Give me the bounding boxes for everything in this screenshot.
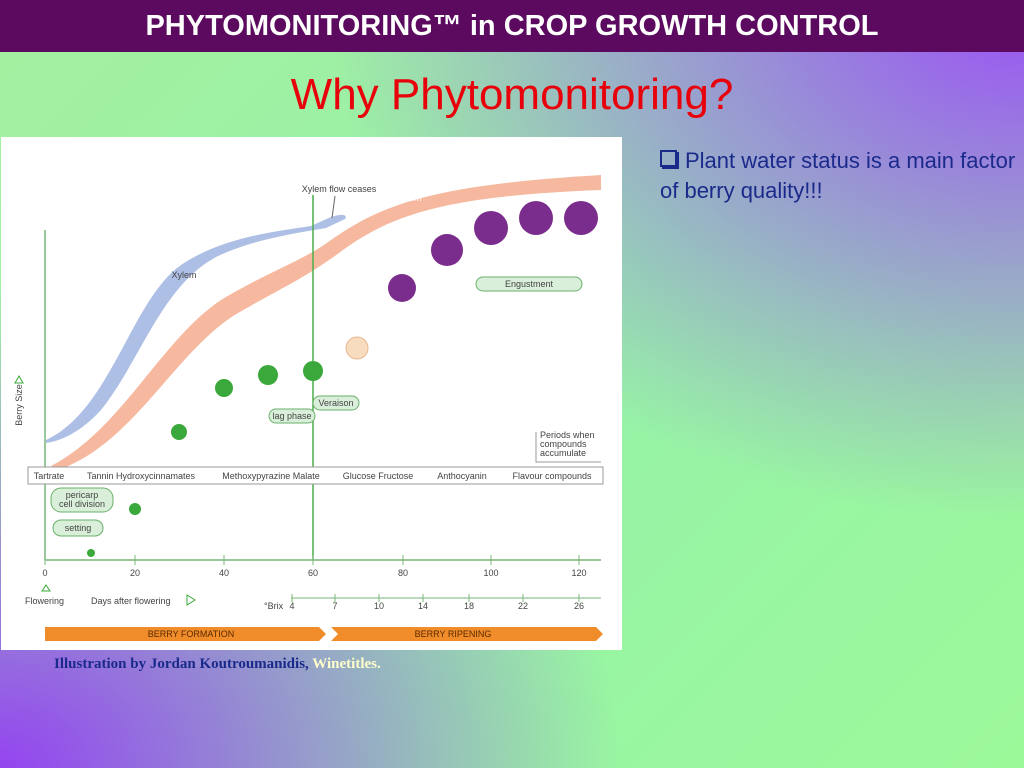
phase-label: BERRY FORMATION	[148, 629, 235, 639]
purple-berries	[388, 201, 598, 302]
phase-arrow	[331, 627, 603, 641]
bullet: Plant water status is a main factor of b…	[660, 146, 1020, 206]
label: Veraison	[318, 398, 353, 408]
compound: Methoxypyrazine Malate	[222, 471, 320, 481]
phloem-band	[51, 175, 601, 469]
tick-label: 60	[308, 568, 318, 578]
brix-value: 4	[289, 601, 294, 611]
caption: Illustration by Jordan Koutroumanidis, W…	[54, 656, 381, 673]
tick-label: 80	[398, 568, 408, 578]
tick-label: 100	[483, 568, 498, 578]
brix-value: 26	[574, 601, 584, 611]
label: pericarp	[66, 490, 99, 500]
compound: Flavour compounds	[512, 471, 592, 481]
pointer	[331, 195, 336, 219]
compound: Glucose Fructose	[343, 471, 414, 481]
brix-value: 22	[518, 601, 528, 611]
bullet-box	[660, 150, 677, 167]
label: lag phase	[272, 411, 311, 421]
brix-value: 7	[332, 601, 337, 611]
tick-label: 120	[571, 568, 586, 578]
header-title: PHYTOMONITORING™ in CROP GROWTH CONTROL	[0, 0, 1024, 52]
bullet-text: Plant water status is a main factor of b…	[660, 148, 1016, 203]
label: cell division	[59, 499, 105, 509]
label: Periods when	[540, 430, 595, 440]
brix-value: 14	[418, 601, 428, 611]
caption-source: Winetitles.	[312, 656, 381, 672]
bracket	[535, 432, 601, 463]
green-berries	[87, 361, 323, 557]
label: accumulate	[540, 448, 586, 458]
compound: Tartrate	[34, 471, 65, 481]
phase-label: BERRY RIPENING	[415, 629, 492, 639]
slide-title: Why Phytomonitoring?	[290, 70, 734, 119]
x-axis-label: Days after flowering	[91, 596, 171, 606]
label: Xylem flow ceases	[302, 184, 377, 194]
tick-label: 0	[42, 568, 47, 578]
flowering-label: Flowering	[25, 596, 64, 606]
brix-value: 18	[464, 601, 474, 611]
label: Engustment	[505, 279, 554, 289]
compound: Tannin Hydroxycinnamates	[87, 471, 196, 481]
label: Phloem	[391, 193, 422, 203]
brix-label: °Brix	[264, 601, 284, 611]
brix-value: 10	[374, 601, 384, 611]
veraison-berry	[345, 336, 369, 360]
tick-label: 20	[130, 568, 140, 578]
label: compounds	[540, 439, 587, 449]
triangle	[41, 584, 51, 592]
label: Xylem	[171, 270, 196, 280]
pills	[50, 276, 583, 537]
y-axis-label: Berry Size	[14, 384, 24, 426]
label: setting	[65, 523, 92, 533]
caption-author: Illustration by Jordan Koutroumanidis,	[54, 656, 309, 672]
xylem-band	[46, 214, 346, 443]
phase-arrow	[45, 627, 326, 641]
triangle	[14, 374, 24, 384]
diagram: Xylem flow ceases Phloem Xylem Engustmen…	[1, 137, 622, 650]
compound-bar	[27, 466, 604, 485]
triangle	[186, 594, 196, 606]
compound: Anthocyanin	[437, 471, 487, 481]
tick-label: 40	[219, 568, 229, 578]
